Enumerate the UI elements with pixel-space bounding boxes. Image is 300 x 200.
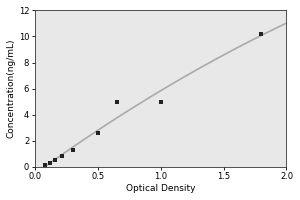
Y-axis label: Concentration(ng/mL): Concentration(ng/mL): [7, 39, 16, 138]
Point: [114, 100, 119, 103]
Point: [158, 100, 163, 103]
X-axis label: Optical Density: Optical Density: [126, 184, 195, 193]
Point: [95, 131, 100, 134]
Point: [42, 164, 47, 167]
Point: [52, 159, 57, 162]
Point: [60, 155, 65, 158]
Point: [47, 162, 52, 165]
Point: [259, 32, 264, 35]
Point: [70, 148, 75, 151]
